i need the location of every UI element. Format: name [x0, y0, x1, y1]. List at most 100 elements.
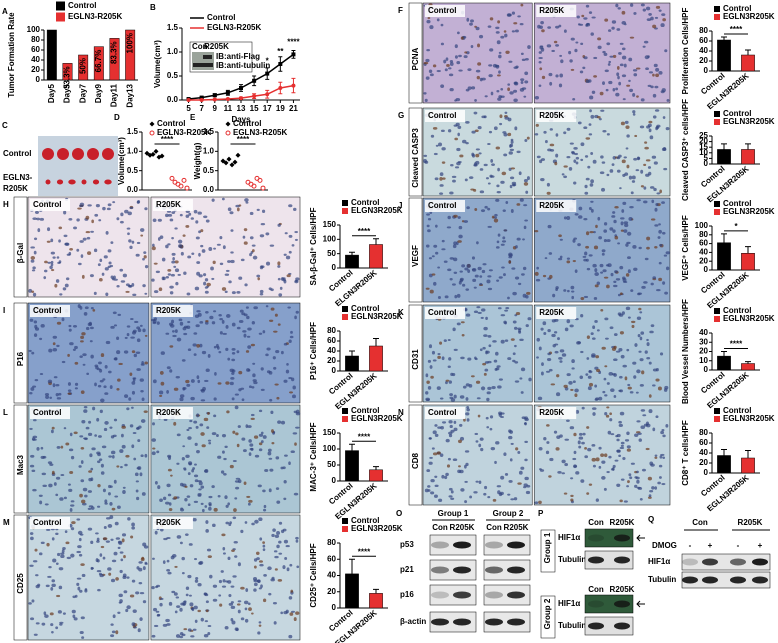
photo-label: R205K — [3, 184, 28, 193]
cell — [121, 434, 124, 438]
value-label: 66.7% — [94, 50, 103, 73]
cell — [247, 425, 251, 428]
cell — [182, 572, 185, 574]
cell — [116, 465, 119, 467]
cell — [180, 214, 183, 217]
cell — [487, 496, 490, 498]
cell — [521, 53, 524, 55]
cell — [143, 600, 146, 603]
cell — [44, 270, 47, 273]
cell — [100, 410, 103, 413]
cell — [603, 229, 607, 232]
cell — [524, 422, 527, 425]
cell — [192, 518, 196, 521]
cell — [614, 346, 617, 349]
condition-label: R205K — [539, 6, 564, 15]
cell — [114, 552, 118, 556]
cell — [122, 490, 126, 494]
y-axis-label: SA-β-Gal⁺ Cells/HPF — [309, 207, 318, 285]
cell — [203, 273, 206, 276]
cell — [151, 586, 155, 589]
cell — [640, 331, 644, 334]
cell — [562, 173, 565, 175]
lane-label: Con — [432, 523, 448, 532]
cell — [646, 247, 650, 250]
cell — [486, 417, 489, 420]
legend-swatch — [714, 6, 720, 12]
cell — [218, 314, 222, 317]
cell — [455, 55, 458, 58]
cell — [195, 287, 199, 291]
cell — [259, 410, 262, 413]
legend-label: EGLN3-R205K — [207, 23, 261, 32]
cell — [231, 601, 234, 603]
cell — [573, 260, 576, 262]
cell — [175, 282, 178, 286]
cell — [433, 282, 436, 286]
cell — [31, 470, 35, 472]
cell — [444, 339, 447, 342]
cell — [660, 431, 664, 434]
cell — [652, 276, 656, 279]
cell — [524, 418, 529, 421]
cell — [432, 273, 436, 275]
cell — [449, 88, 453, 91]
cell — [34, 237, 37, 240]
cell — [524, 219, 528, 221]
y-tick-label: 150 — [323, 220, 337, 229]
cell — [94, 383, 97, 387]
stain-label: P16 — [16, 351, 25, 366]
cell — [433, 64, 436, 67]
cell — [136, 368, 141, 371]
cell — [282, 279, 285, 282]
cell — [197, 211, 201, 214]
cell — [485, 95, 488, 97]
cell — [640, 337, 643, 341]
cell — [658, 236, 661, 239]
cell — [32, 269, 35, 271]
cell — [535, 272, 539, 276]
cell — [517, 451, 520, 454]
cell — [511, 140, 514, 143]
cell — [33, 560, 37, 562]
cell — [648, 124, 652, 127]
cell — [471, 86, 475, 89]
cell — [520, 467, 524, 470]
error-bar — [373, 589, 379, 593]
cell — [604, 277, 608, 279]
legend-swatch — [342, 200, 348, 206]
cell — [592, 91, 596, 94]
cell — [432, 447, 435, 449]
cell — [537, 156, 541, 159]
cell — [278, 579, 282, 582]
cell — [612, 20, 616, 23]
cell — [620, 64, 624, 67]
cell — [159, 499, 163, 502]
cell — [496, 279, 499, 281]
cell — [612, 163, 615, 166]
cell — [547, 26, 551, 29]
data-point — [179, 184, 183, 188]
cell — [294, 315, 297, 319]
cell — [646, 448, 650, 450]
cell — [548, 225, 552, 228]
cell — [102, 207, 106, 210]
cell — [128, 212, 132, 216]
row-label: p53 — [400, 540, 414, 549]
legend-marker — [226, 122, 231, 127]
cell — [519, 471, 523, 475]
cell — [493, 499, 497, 502]
cell — [513, 99, 518, 103]
cell — [568, 51, 571, 54]
cell — [171, 261, 175, 264]
cell — [571, 367, 574, 369]
cell — [71, 500, 75, 502]
cell — [254, 565, 257, 568]
cell — [448, 495, 452, 497]
cell — [654, 224, 658, 226]
y-axis-label: Proliferation Cells/HPF — [681, 8, 690, 95]
cell — [244, 198, 249, 202]
cell — [291, 450, 295, 453]
row-label: Tubulin — [558, 621, 586, 630]
cell — [507, 14, 511, 17]
